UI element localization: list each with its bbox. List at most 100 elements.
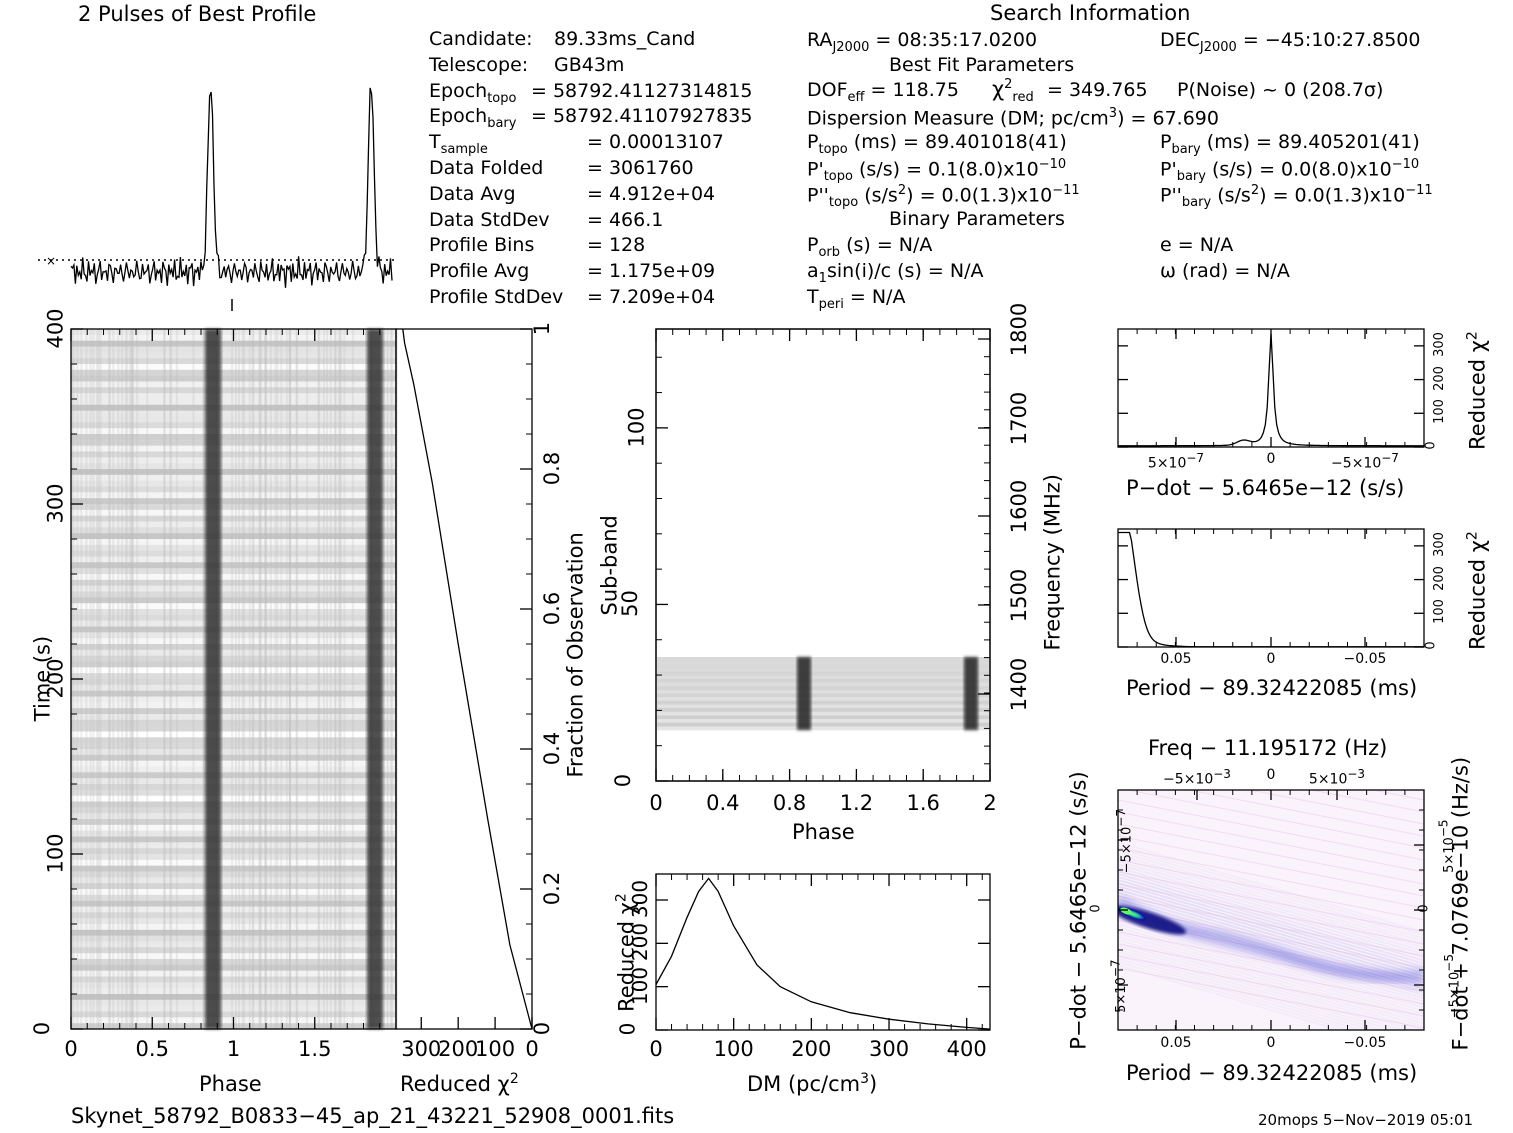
tick-exp: −3: [1347, 767, 1366, 781]
profile-trace: [70, 87, 393, 288]
pp-xtick-label-text: −0.05: [1343, 1035, 1387, 1051]
rc-xtick-label: 200: [438, 1039, 478, 1060]
ecc: e = N/A: [1160, 234, 1234, 256]
info-key-text: Profile StdDev: [429, 286, 564, 308]
tick-exp: −5: [1436, 819, 1451, 838]
pp-streak: [1118, 932, 1424, 1025]
footer-filename: Skynet_58792_B0833−45_ap_21_43221_52908_…: [71, 1104, 675, 1128]
tp-column: [220, 329, 223, 1029]
pp-y2tick-label-text: 0: [1416, 904, 1432, 913]
tp-column: [175, 329, 178, 1029]
tp-row: [71, 533, 396, 540]
rc-ytick-label-text: 0: [530, 1021, 555, 1036]
tp-row: [71, 918, 396, 925]
sb-y2tick-label: 1400: [1007, 658, 1031, 711]
pddtopo-value: (s/s: [864, 184, 898, 207]
dm-ytick-label: 100: [628, 967, 652, 1005]
tp-column: [295, 329, 298, 1029]
tp-row: [71, 638, 396, 645]
ra-sub: J2000: [832, 39, 870, 55]
tp-column: [337, 329, 340, 1029]
subband-phase-plot: [655, 328, 991, 782]
pdot-plot: [1117, 328, 1425, 448]
sb-y2tick-label-text: 1700: [1007, 391, 1032, 446]
info-key: Tsample: [429, 133, 488, 156]
tp-ytick-label: 200: [44, 658, 68, 698]
pdtopo-label: P': [807, 158, 824, 181]
pp-streak: [1118, 945, 1407, 1030]
sb-xtick-label: 0.4: [706, 793, 739, 814]
pdbary-label: P': [1160, 158, 1177, 181]
tp-column: [163, 329, 165, 1029]
sb-y2tick-label: 1500: [1007, 569, 1031, 622]
pddtopo-value2: ) = 0.0(1.3)x10: [906, 184, 1053, 207]
tp-row: [71, 504, 396, 511]
tp-row: [71, 889, 396, 896]
tp-row: [71, 708, 396, 715]
dm-xtick-label-text: 300: [868, 1037, 910, 1061]
dm-value: ) = 67.690: [1117, 107, 1219, 130]
tp-column: [296, 329, 299, 1029]
dec-value: = −45:10:27.8500: [1242, 29, 1421, 51]
pr-xtick-label-text: 0.05: [1160, 651, 1192, 667]
pp-bg-streak: [1118, 835, 1424, 897]
dm-ytick-label: 0: [615, 1023, 639, 1036]
tp-column: [251, 329, 254, 1029]
pp-x2tick-label-text: −5×10: [1163, 771, 1214, 788]
pp-bg-streak: [1309, 790, 1424, 813]
tp-row: [71, 854, 396, 861]
rc-ylabel: Fraction of Observation: [563, 532, 588, 778]
pp-streak: [1118, 942, 1418, 1030]
pp-xtick-label: 0.05: [1160, 1036, 1191, 1050]
pp-streak: [1118, 869, 1424, 962]
pp-streak: [1118, 926, 1424, 1019]
pp-streak: [1118, 863, 1424, 956]
pp-bg-streak: [1118, 931, 1424, 993]
rc-ytick-label: 0.6: [540, 592, 564, 625]
tp-column: [169, 329, 172, 1029]
info-key: Profile Bins: [429, 236, 534, 255]
info-key: Candidate:: [429, 30, 533, 49]
pddbary-label: P'': [1160, 184, 1182, 207]
tp-row: [71, 947, 396, 954]
tp-row: [71, 743, 396, 750]
tp-row: [71, 964, 396, 971]
pddtopo-exp: −11: [1052, 183, 1080, 198]
info-key-text: T: [429, 131, 441, 154]
tp-row: [71, 463, 396, 470]
tp-row: [71, 614, 396, 621]
tp-row: [71, 597, 396, 604]
dm-ytick-label-text: 200: [628, 923, 653, 962]
rc-ytick-label-text: 0.4: [540, 731, 565, 766]
tp-row: [71, 539, 396, 546]
tp-column: [130, 329, 133, 1029]
dm-xtick-label: 0: [649, 1039, 662, 1060]
tp-column: [289, 329, 291, 1029]
pr-xtick-label-text: −0.05: [1343, 651, 1387, 667]
sb-y2tick-label: 1600: [1007, 480, 1031, 533]
tp-row: [71, 655, 396, 662]
info-value: 89.33ms_Cand: [554, 28, 696, 50]
sb-row: [657, 726, 989, 731]
pdbary-value: (s/s) = 0.0(8.0)x10: [1212, 158, 1392, 181]
pd-xtick-label: −5×10−7: [1331, 452, 1399, 471]
pddtopo-sup: 2: [897, 183, 907, 198]
pp-ticks: [1117, 789, 1425, 1031]
tp-row: [71, 562, 396, 569]
tp-row: [71, 439, 396, 446]
tp-row: [71, 959, 396, 966]
pp-streak: [1118, 882, 1424, 975]
tp-row: [71, 684, 396, 691]
tp-row: [71, 609, 396, 616]
pr-ytick-label: 100: [1432, 599, 1447, 624]
tp-row: [71, 1005, 396, 1012]
tp-row: [71, 603, 396, 610]
tp-column: [124, 329, 127, 1029]
tp-row: [71, 480, 396, 487]
pp-xlabel: Period − 89.32422085 (ms): [1126, 1061, 1418, 1085]
sb-row: [657, 719, 989, 723]
tp-column: [339, 329, 342, 1029]
tp-row: [71, 749, 396, 756]
tp-ytick-label-text: 400: [43, 308, 68, 349]
tp-row: [71, 556, 396, 563]
